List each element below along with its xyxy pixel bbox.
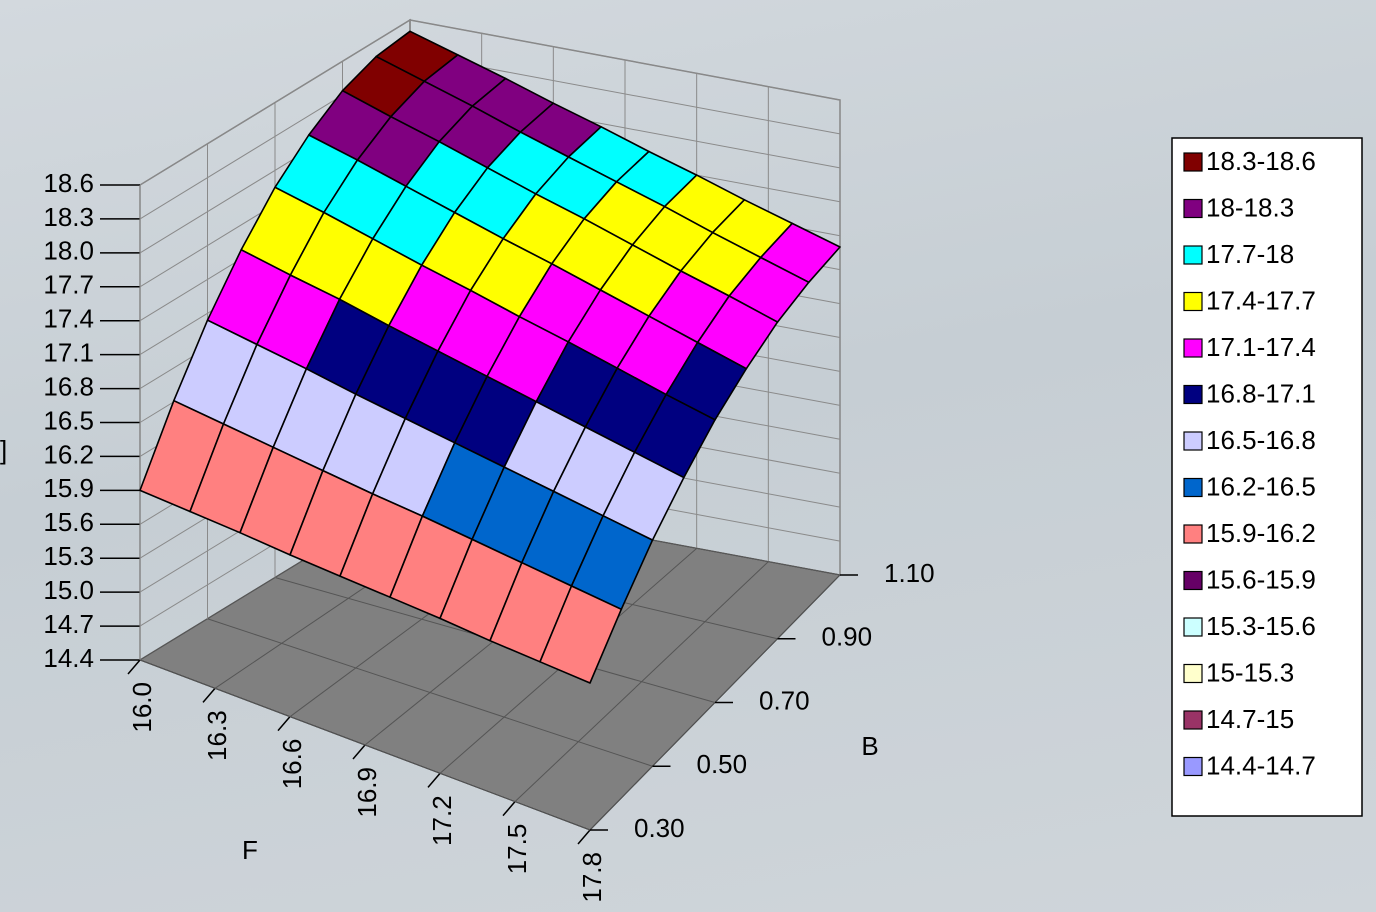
legend-label: 17.7-18 (1206, 239, 1294, 269)
legend-label: 15.9-16.2 (1206, 518, 1316, 548)
z-tick-label: 15.6 (43, 507, 94, 537)
y-tick-label: 0.30 (634, 813, 685, 843)
page: ] F B 14.4 14.7 15.0 15.3 15.6 15.9 16.2 16.5 16… (0, 0, 1376, 912)
legend-swatch (1184, 572, 1202, 590)
x-tick-label: 17.5 (502, 824, 532, 875)
legend-label: 18.3-18.6 (1206, 146, 1316, 176)
z-tick-label: 17.4 (43, 304, 94, 334)
x-tick (128, 660, 140, 674)
legend-swatch (1184, 758, 1202, 776)
z-tick-label: 18.3 (43, 202, 94, 232)
legend-swatch (1184, 525, 1202, 543)
z-tick-label: 16.2 (43, 439, 94, 469)
x-tick-label: 16.0 (127, 682, 157, 733)
z-tick-label: 14.7 (43, 609, 94, 639)
x-tick-label: 16.3 (202, 710, 232, 761)
z-tick-label: 16.5 (43, 405, 94, 435)
x-axis-title: F (242, 835, 258, 865)
y-axis-title: B (861, 731, 878, 761)
legend-label: 14.4-14.7 (1206, 750, 1316, 780)
legend-swatch (1184, 665, 1202, 683)
legend-swatch (1184, 711, 1202, 729)
legend-swatch (1184, 618, 1202, 636)
x-tick (503, 802, 515, 816)
legend-label: 15-15.3 (1206, 657, 1294, 687)
chart: ] F B 14.4 14.7 15.0 15.3 15.6 15.9 16.2 16.5 16… (0, 0, 1376, 912)
z-tick-label: 17.7 (43, 270, 94, 300)
legend-label: 17.4-17.7 (1206, 285, 1316, 315)
x-tick-label: 17.8 (577, 852, 607, 903)
z-tick-label: 14.4 (43, 643, 94, 673)
legend-swatch (1184, 339, 1202, 357)
legend-swatch (1184, 386, 1202, 404)
legend-label: 16.2-16.5 (1206, 471, 1316, 501)
x-tick (203, 688, 215, 702)
z-tick-label: 17.1 (43, 338, 94, 368)
x-tick (353, 745, 365, 759)
legend-label: 15.3-15.6 (1206, 611, 1316, 641)
legend-swatch (1184, 293, 1202, 311)
legend-swatch (1184, 479, 1202, 497)
legend-label: 17.1-17.4 (1206, 332, 1316, 362)
legend-label: 18-18.3 (1206, 192, 1294, 222)
x-tick (578, 830, 590, 844)
z-tick-label: 16.8 (43, 371, 94, 401)
z-axis-title: ] (0, 435, 7, 465)
z-tick-label: 18.6 (43, 168, 94, 198)
legend-swatch (1184, 200, 1202, 218)
z-tick-label: 15.3 (43, 541, 94, 571)
x-tick (428, 773, 440, 787)
legend-swatch (1184, 153, 1202, 171)
x-tick-label: 16.6 (277, 739, 307, 790)
legend-label: 16.8-17.1 (1206, 378, 1316, 408)
legend-label: 14.7-15 (1206, 704, 1294, 734)
legend-swatch (1184, 246, 1202, 264)
y-tick-label: 0.90 (822, 622, 873, 652)
z-tick-label: 18.0 (43, 236, 94, 266)
legend-label: 16.5-16.8 (1206, 425, 1316, 455)
z-tick-label: 15.9 (43, 473, 94, 503)
x-tick (278, 717, 290, 731)
y-tick-label: 0.50 (697, 749, 748, 779)
legend-swatch (1184, 432, 1202, 450)
legend-label: 15.6-15.9 (1206, 564, 1316, 594)
x-tick-label: 16.9 (352, 767, 382, 818)
x-tick-label: 17.2 (427, 795, 457, 846)
y-tick-label: 0.70 (759, 685, 810, 715)
y-tick-label: 1.10 (884, 558, 935, 588)
z-tick-label: 15.0 (43, 575, 94, 605)
